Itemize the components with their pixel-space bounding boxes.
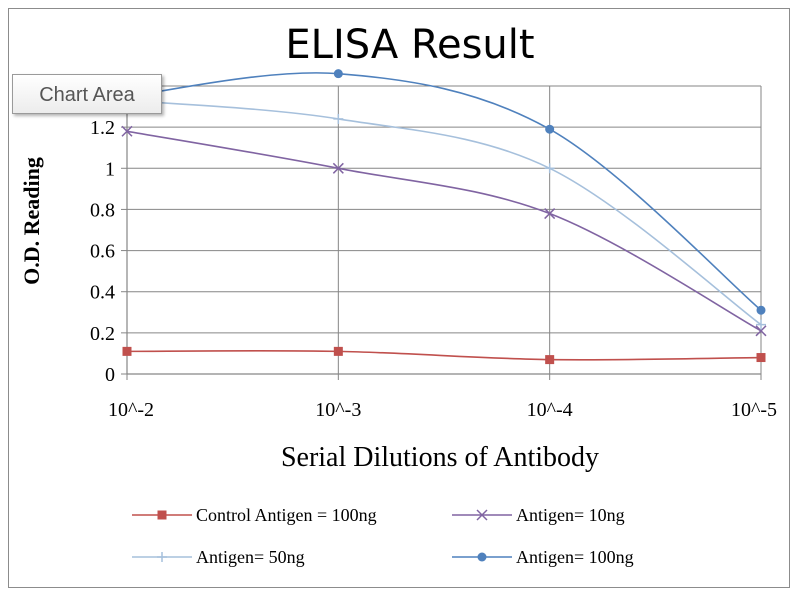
data-point xyxy=(755,325,767,337)
data-point xyxy=(333,346,343,356)
data-point xyxy=(333,113,344,124)
legend-entry: Antigen= 10ng xyxy=(452,505,625,525)
legend-label: Control Antigen = 100ng xyxy=(196,505,377,525)
legend: Control Antigen = 100ng Antigen= 10ng Anti… xyxy=(132,505,634,567)
data-point xyxy=(545,355,555,365)
data-point xyxy=(756,305,766,315)
data-point xyxy=(122,346,132,356)
y-tick-label: 0 xyxy=(105,364,115,386)
y-tick-label: 0.6 xyxy=(90,241,115,263)
x-axis-label: Serial Dilutions of Antibody xyxy=(280,442,600,473)
legend-label: Antigen= 50ng xyxy=(196,547,305,567)
y-tick-labels: 00.20.40.60.811.21.4 xyxy=(90,76,115,386)
chart-area-tooltip: Chart Area xyxy=(12,74,162,114)
legend-marker xyxy=(157,510,167,520)
y-tick-label: 0.8 xyxy=(90,199,115,221)
legend-label: Antigen= 100ng xyxy=(516,547,634,567)
legend-entry: Control Antigen = 100ng xyxy=(132,505,377,525)
gridlines xyxy=(126,85,762,380)
y-tick-label: 0.2 xyxy=(90,323,115,345)
legend-label: Antigen= 10ng xyxy=(516,505,625,525)
legend-marker xyxy=(477,552,487,562)
data-point xyxy=(544,163,555,174)
data-point xyxy=(545,124,555,134)
data-point xyxy=(121,125,133,137)
chart-title: ELISA Result xyxy=(285,22,535,68)
x-tick-label: 10^-2 xyxy=(108,399,154,421)
data-point xyxy=(332,162,344,174)
legend-entry: Antigen= 50ng xyxy=(132,547,305,567)
x-tick-labels: 10^-2 10^-3 10^-4 10^-5 xyxy=(108,399,777,421)
data-point xyxy=(544,208,556,220)
series-line xyxy=(126,72,762,311)
x-tick-label: 10^-4 xyxy=(527,399,573,421)
data-point xyxy=(756,353,766,363)
y-tick-label: 0.4 xyxy=(90,282,115,304)
data-point xyxy=(333,69,343,79)
series-line xyxy=(126,99,762,326)
series-line xyxy=(126,130,762,332)
series-line xyxy=(126,349,762,361)
x-tick-label: 10^-3 xyxy=(315,399,361,421)
legend-marker xyxy=(476,509,488,521)
series-group xyxy=(121,69,767,365)
series-1 xyxy=(122,346,766,365)
legend-marker xyxy=(157,552,167,562)
legend-entry: Antigen= 100ng xyxy=(452,547,634,567)
series-2 xyxy=(121,125,767,337)
axes xyxy=(121,85,761,375)
series-3 xyxy=(122,95,766,330)
x-tick-label: 10^-5 xyxy=(731,399,777,421)
y-tick-label: 1 xyxy=(105,158,115,180)
y-tick-label: 1.2 xyxy=(90,117,115,139)
data-point xyxy=(756,319,766,330)
